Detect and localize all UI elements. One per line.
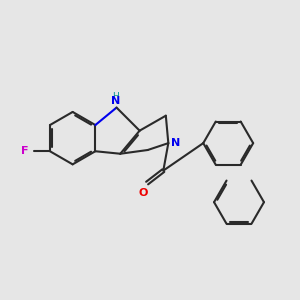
- Text: H: H: [112, 92, 119, 101]
- Text: O: O: [139, 188, 148, 198]
- Text: N: N: [171, 138, 180, 148]
- Text: N: N: [111, 96, 120, 106]
- Text: F: F: [21, 146, 29, 156]
